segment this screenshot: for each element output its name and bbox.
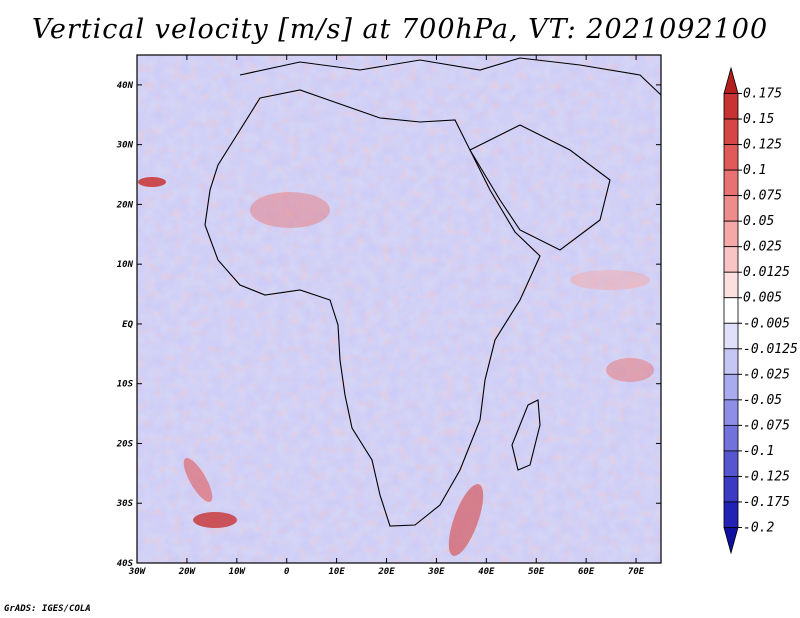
lon-tick-label: 20E — [377, 567, 395, 577]
colorbar-swatch — [723, 450, 739, 477]
colorbar-swatch — [723, 271, 739, 299]
colorbar-swatch — [723, 118, 739, 145]
colorbar-swatch — [723, 144, 739, 171]
colorbar-label: -0.125 — [743, 469, 790, 484]
colorbar-swatch — [723, 169, 739, 197]
colorbar-label: 0.175 — [743, 87, 782, 102]
coastlines — [204, 57, 661, 527]
colorbar-label: 0.15 — [743, 112, 774, 127]
lat-tick-label: 20N — [116, 200, 134, 210]
colorbar-swatch — [723, 424, 739, 452]
colorbar-label: -0.1 — [743, 444, 774, 459]
colorbar-label: -0.005 — [743, 316, 790, 331]
lat-tick-label: EQ — [122, 320, 133, 330]
lat-tick-label: 10N — [117, 260, 134, 270]
colorbar-swatch — [723, 297, 739, 324]
colorbar-label: -0.2 — [743, 520, 774, 535]
colorbar-swatch — [723, 322, 739, 350]
colorbar: 0.175 0.15 0.125 0.1 0.075 0.05 0.025 0.0125 0.0… — [723, 66, 798, 555]
lon-tick-label: 40E — [478, 567, 495, 577]
lon-tick-label: 50E — [528, 567, 545, 577]
colorbar-label: -0.175 — [743, 495, 790, 510]
lat-tick-label: 40N — [117, 81, 134, 91]
lon-tick-label: 20W — [178, 567, 197, 577]
europe-coastline — [239, 57, 661, 96]
colorbar-swatch — [723, 476, 739, 503]
colorbar-label: 0.05 — [743, 214, 774, 229]
colorbar-label: 0.0125 — [743, 265, 790, 280]
lat-tick-label: 40S — [117, 559, 134, 569]
colorbar-swatch — [723, 220, 739, 248]
colorbar-label: 0.025 — [743, 240, 782, 255]
colorbar-swatch — [723, 93, 739, 120]
colorbar-swatch — [723, 246, 739, 273]
colorbar-label: -0.05 — [743, 393, 782, 408]
colorbar-label: 0.125 — [743, 138, 782, 153]
footer-credit: GrADS: IGES/COLA — [4, 604, 91, 614]
lon-tick-label: 70E — [628, 567, 645, 577]
lat-tick-label: 10S — [117, 380, 134, 390]
lat-tick-label: 30N — [116, 141, 134, 151]
colorbar-label: 0.075 — [743, 189, 782, 204]
colorbar-label: 0.1 — [743, 163, 766, 178]
lon-tick-label: 60E — [578, 567, 595, 577]
colorbar-label: 0.005 — [743, 291, 782, 306]
arabia-coastline — [469, 124, 611, 251]
vertical-velocity-field — [137, 55, 661, 563]
chart-title: Vertical velocity [m/s] at 700hPa, VT: 2… — [31, 14, 769, 45]
lat-tick-label: 20S — [116, 439, 134, 449]
latitude-ticks: 40N 30N 20N 10N EQ 10S 20S 30S 40S — [116, 81, 661, 569]
plot-frame — [136, 54, 662, 564]
lon-tick-label: 30W — [128, 567, 147, 577]
colorbar-swatch — [723, 373, 739, 401]
colorbar-swatch — [723, 399, 739, 426]
colorbar-label: -0.075 — [743, 418, 790, 433]
colorbar-label: -0.025 — [743, 367, 790, 382]
colorbar-swatch — [723, 195, 739, 222]
lat-tick-label: 30S — [116, 499, 134, 509]
longitude-ticks: 30W 20W 10W 0 10E 20E 30E 40E 50E 60E 70E — [128, 55, 645, 577]
lon-tick-label: 30E — [427, 567, 445, 577]
colorbar-swatch — [723, 348, 739, 375]
africa-coastline — [204, 89, 541, 527]
madagascar-coastline — [511, 399, 541, 471]
lon-tick-label: 0 — [284, 567, 290, 577]
colorbar-swatch — [723, 66, 739, 94]
colorbar-swatch — [723, 527, 739, 555]
colorbar-label: -0.0125 — [743, 342, 798, 357]
colorbar-swatch — [723, 501, 739, 528]
lon-tick-label: 10W — [229, 567, 247, 577]
lon-tick-label: 10E — [328, 567, 345, 577]
